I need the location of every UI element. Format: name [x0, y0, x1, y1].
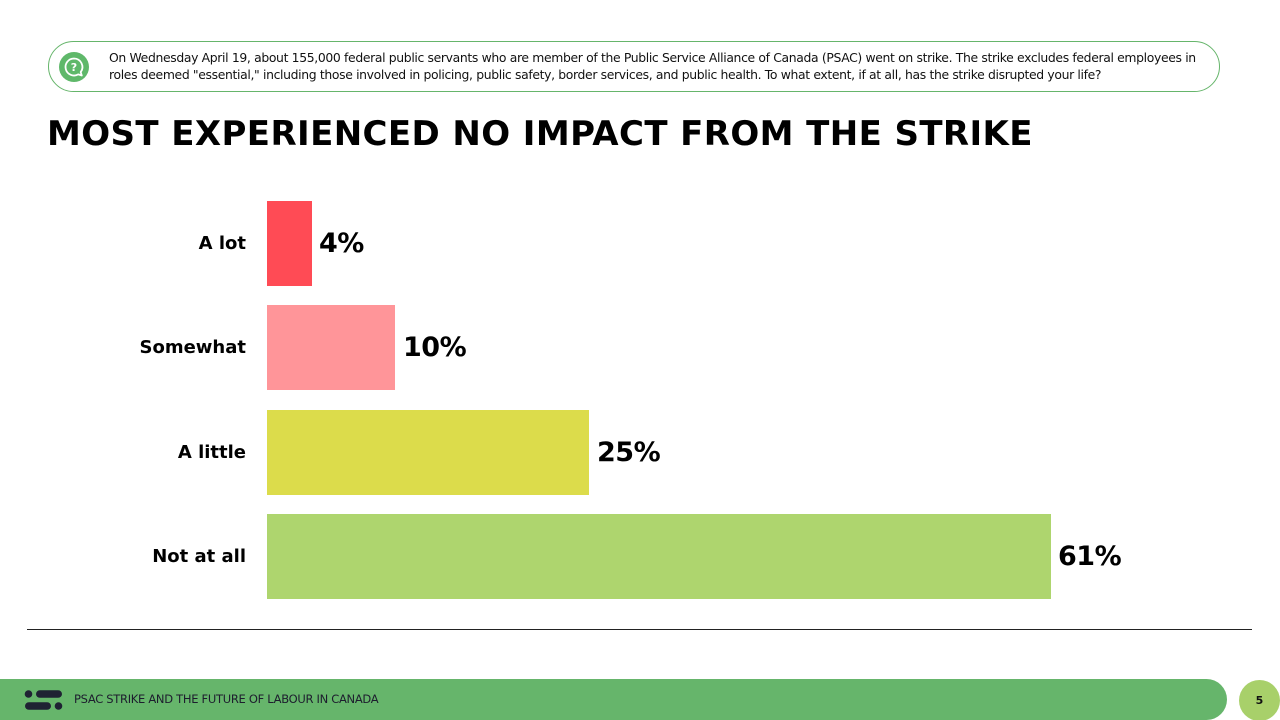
chart-row: Somewhat 10% [0, 305, 1280, 390]
bar [267, 514, 1051, 599]
divider [27, 629, 1252, 630]
question-box: ? On Wednesday April 19, about 155,000 f… [48, 41, 1220, 92]
brand-dots-logo-icon [24, 689, 64, 711]
question-chat-icon: ? [59, 52, 89, 82]
bar [267, 305, 395, 390]
bar [267, 410, 589, 495]
footer-band [0, 679, 1227, 720]
footer-title: PSAC STRIKE AND THE FUTURE OF LABOUR IN … [74, 692, 379, 706]
value-label: 10% [403, 332, 467, 363]
value-label: 61% [1058, 541, 1122, 572]
category-label: A lot [198, 233, 246, 254]
chart-row: Not at all 61% [0, 514, 1280, 599]
chart-row: A little 25% [0, 410, 1280, 495]
category-label: Somewhat [139, 337, 247, 358]
svg-text:?: ? [71, 61, 77, 74]
category-label: A little [177, 442, 246, 463]
bar-chart: A lot 4% Somewhat 10% A little 25% Not a… [0, 201, 1280, 599]
page-title: MOST EXPERIENCED NO IMPACT FROM THE STRI… [47, 114, 1033, 154]
value-label: 25% [597, 437, 661, 468]
value-label: 4% [319, 228, 364, 259]
bar [267, 201, 312, 286]
question-text: On Wednesday April 19, about 155,000 fed… [109, 50, 1196, 82]
page-number-badge: 5 [1239, 680, 1280, 720]
category-label: Not at all [152, 546, 246, 567]
chart-row: A lot 4% [0, 201, 1280, 286]
